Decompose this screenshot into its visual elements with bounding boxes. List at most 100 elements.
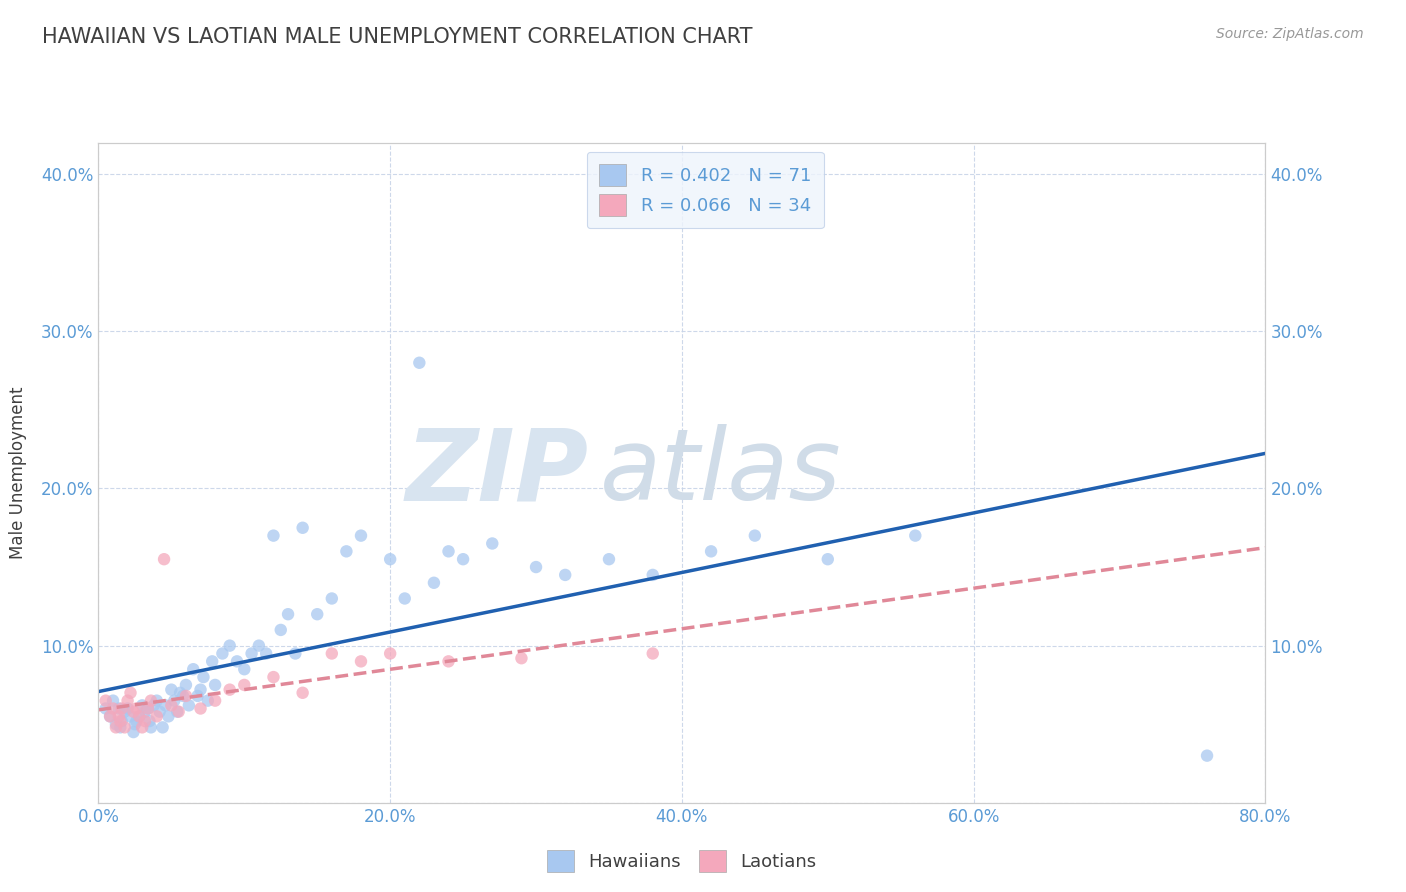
Point [157, 709, 180, 723]
Point [114, 705, 136, 719]
Point [172, 689, 194, 703]
Point [204, 678, 226, 692]
Point [111, 714, 134, 728]
Point [641, 647, 664, 661]
Point [218, 639, 240, 653]
Point [201, 654, 224, 668]
Point [437, 544, 460, 558]
Point [131, 698, 153, 713]
Point [142, 698, 165, 713]
Point [136, 701, 159, 715]
Point [700, 544, 723, 558]
Point [98, 709, 121, 723]
Point [378, 552, 402, 566]
Point [138, 714, 160, 728]
Point [408, 356, 430, 370]
Point [139, 693, 162, 707]
Point [122, 725, 145, 739]
Point [155, 698, 177, 713]
Point [146, 709, 169, 723]
Point [117, 701, 139, 715]
Point [277, 607, 299, 622]
Text: HAWAIIAN VS LAOTIAN MALE UNEMPLOYMENT CORRELATION CHART: HAWAIIAN VS LAOTIAN MALE UNEMPLOYMENT CO… [42, 27, 752, 46]
Point [904, 528, 927, 542]
Point [321, 591, 343, 606]
Point [128, 709, 150, 723]
Point [554, 568, 576, 582]
Point [125, 714, 148, 728]
Point [110, 714, 132, 728]
Point [104, 717, 127, 731]
Point [108, 701, 131, 715]
Point [120, 686, 142, 700]
Point [94, 701, 117, 715]
Point [233, 678, 256, 692]
Point [166, 705, 188, 719]
Point [247, 639, 270, 653]
Text: atlas: atlas [600, 425, 842, 521]
Point [174, 689, 197, 703]
Point [510, 651, 533, 665]
Point [146, 693, 169, 707]
Point [437, 654, 460, 668]
Point [190, 682, 212, 697]
Point [124, 717, 146, 731]
Point [153, 552, 176, 566]
Point [104, 720, 127, 734]
Point [136, 701, 159, 715]
Point [120, 709, 142, 723]
Point [378, 647, 402, 661]
Point [108, 709, 131, 723]
Point [160, 682, 183, 697]
Point [193, 670, 215, 684]
Point [254, 647, 277, 661]
Point [321, 647, 343, 661]
Point [152, 720, 174, 734]
Point [167, 705, 190, 719]
Point [481, 536, 503, 550]
Point [134, 705, 156, 719]
Point [125, 701, 148, 715]
Point [128, 709, 150, 723]
Point [187, 689, 209, 703]
Point [163, 693, 186, 707]
Point [174, 678, 197, 692]
Point [817, 552, 839, 566]
Point [101, 701, 124, 715]
Text: Source: ZipAtlas.com: Source: ZipAtlas.com [1216, 27, 1364, 41]
Point [524, 560, 547, 574]
Point [114, 720, 136, 734]
Point [139, 720, 162, 734]
Point [291, 521, 314, 535]
Text: ZIP: ZIP [405, 425, 589, 521]
Legend: Hawaiians, Laotians: Hawaiians, Laotians [540, 843, 824, 880]
Point [181, 662, 204, 676]
Point [350, 528, 373, 542]
Point [131, 720, 153, 734]
Point [160, 698, 183, 713]
Point [291, 686, 314, 700]
Point [226, 654, 249, 668]
Point [169, 686, 191, 700]
Point [350, 654, 373, 668]
Y-axis label: Male Unemployment: Male Unemployment [10, 386, 27, 559]
Point [233, 662, 256, 676]
Point [134, 714, 156, 728]
Point [335, 544, 357, 558]
Point [149, 705, 172, 719]
Point [641, 568, 664, 582]
Point [197, 693, 219, 707]
Point [307, 607, 329, 622]
Point [110, 720, 132, 734]
Point [190, 701, 212, 715]
Point [122, 705, 145, 719]
Point [111, 701, 134, 715]
Point [451, 552, 474, 566]
Point [204, 693, 226, 707]
Point [262, 670, 284, 684]
Point [211, 647, 233, 661]
Point [598, 552, 620, 566]
Point [744, 528, 766, 542]
Point [94, 693, 117, 707]
Point [240, 647, 263, 661]
